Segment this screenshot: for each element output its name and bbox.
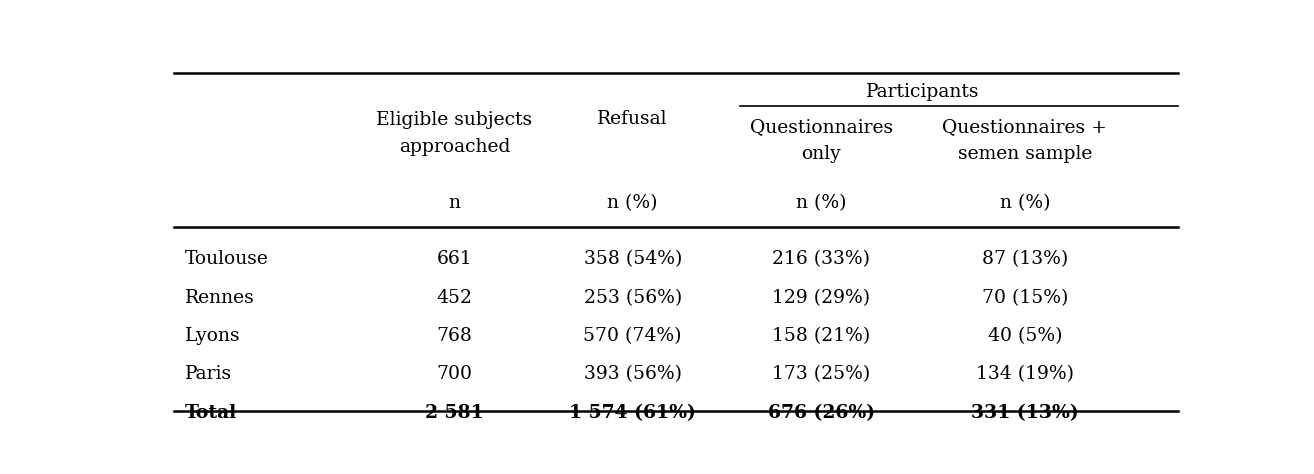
Text: Paris: Paris xyxy=(184,365,231,383)
Text: 129 (29%): 129 (29%) xyxy=(773,289,870,307)
Text: 661: 661 xyxy=(436,250,472,268)
Text: 676 (26%): 676 (26%) xyxy=(767,404,875,422)
Text: 700: 700 xyxy=(436,365,473,383)
Text: Rennes: Rennes xyxy=(184,289,255,307)
Text: n (%): n (%) xyxy=(796,194,846,212)
Text: Refusal: Refusal xyxy=(598,110,668,128)
Text: n (%): n (%) xyxy=(607,194,658,212)
Text: 452: 452 xyxy=(436,289,473,307)
Text: 358 (54%): 358 (54%) xyxy=(583,250,682,268)
Text: 87 (13%): 87 (13%) xyxy=(982,250,1068,268)
Text: 253 (56%): 253 (56%) xyxy=(583,289,682,307)
Text: 134 (19%): 134 (19%) xyxy=(976,365,1074,383)
Text: Eligible subjects
approached: Eligible subjects approached xyxy=(376,111,532,156)
Text: n: n xyxy=(448,194,460,212)
Text: 158 (21%): 158 (21%) xyxy=(771,327,870,345)
Text: 1 574 (61%): 1 574 (61%) xyxy=(569,404,696,422)
Text: 2 581: 2 581 xyxy=(426,404,484,422)
Text: Total: Total xyxy=(184,404,237,422)
Text: 393 (56%): 393 (56%) xyxy=(583,365,682,383)
Text: 570 (74%): 570 (74%) xyxy=(583,327,682,345)
Text: Participants: Participants xyxy=(866,82,980,100)
Text: n (%): n (%) xyxy=(1000,194,1050,212)
Text: Questionnaires +
semen sample: Questionnaires + semen sample xyxy=(942,118,1108,163)
Text: Questionnaires
only: Questionnaires only xyxy=(749,118,892,163)
Text: 216 (33%): 216 (33%) xyxy=(773,250,870,268)
Text: 331 (13%): 331 (13%) xyxy=(971,404,1079,422)
Text: 768: 768 xyxy=(436,327,473,345)
Text: 40 (5%): 40 (5%) xyxy=(988,327,1062,345)
Text: 70 (15%): 70 (15%) xyxy=(982,289,1068,307)
Text: Lyons: Lyons xyxy=(184,327,240,345)
Text: Toulouse: Toulouse xyxy=(184,250,268,268)
Text: 173 (25%): 173 (25%) xyxy=(771,365,870,383)
